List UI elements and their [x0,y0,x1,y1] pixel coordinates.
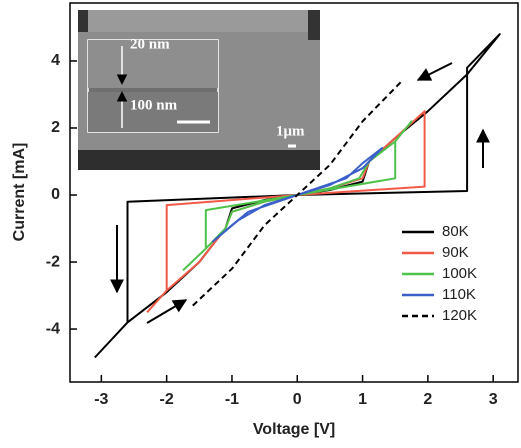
arrows [110,62,490,324]
legend-label: 80K [442,223,469,240]
inset-band [78,150,320,170]
inset-zoom-top [88,40,218,88]
x-tick-label: -2 [160,391,174,408]
x-tick-label: 0 [293,391,302,408]
legend-label: 90K [442,244,469,261]
inset-corner [78,10,88,32]
inset-image: 20 nm 100 nm 1μm [78,10,320,170]
y-axis-label: Current [mA] [11,143,28,242]
y-tick-label: -2 [46,253,60,270]
x-tick-label: -1 [225,391,239,408]
x-tick-label: 1 [358,391,367,408]
arrow [416,62,453,81]
legend-label: 120K [442,307,477,324]
inset-label: 20 nm [130,36,170,52]
inset-zoom-bottom [88,92,218,132]
inset-band [78,10,320,32]
y-tick-label: 0 [51,186,60,203]
series-line [192,80,403,307]
y-tick-label: -4 [46,320,60,337]
x-tick-label: 2 [423,391,432,408]
arrow [146,299,188,324]
x-axis-label: Voltage [V] [253,421,335,438]
y-tick-label: 2 [51,119,60,136]
inset-label: 1μm [276,123,305,139]
legend-label: 100K [442,265,477,282]
inset-label: 100 nm [130,97,178,113]
y-tick-label: 4 [51,52,60,69]
x-tick-label: -3 [94,391,108,408]
plot-frame [69,2,519,383]
x-tick-label: 3 [489,391,498,408]
legend-label: 110K [442,286,476,303]
series-line [211,147,384,243]
series-line [182,120,413,272]
inset-corner [308,10,320,40]
